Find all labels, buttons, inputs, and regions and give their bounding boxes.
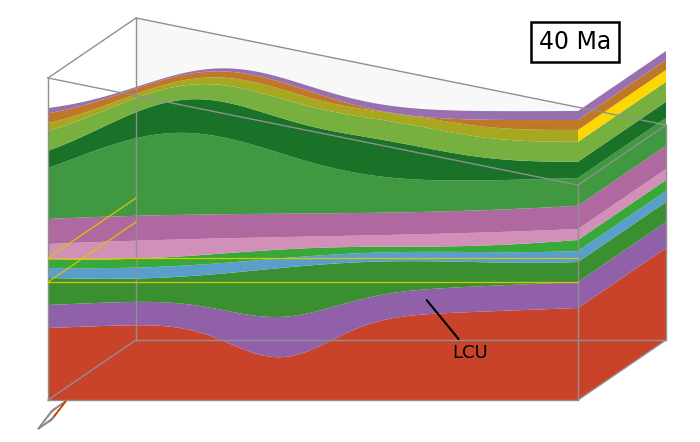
Polygon shape — [578, 51, 666, 120]
Polygon shape — [578, 60, 666, 130]
Polygon shape — [50, 401, 66, 421]
Polygon shape — [48, 251, 578, 279]
Polygon shape — [48, 206, 578, 244]
Polygon shape — [48, 77, 578, 142]
Polygon shape — [48, 282, 578, 357]
Polygon shape — [578, 222, 666, 308]
Polygon shape — [48, 340, 666, 400]
Polygon shape — [48, 229, 578, 260]
Polygon shape — [48, 133, 578, 219]
Polygon shape — [578, 248, 666, 400]
Polygon shape — [578, 180, 666, 251]
Polygon shape — [48, 308, 578, 400]
Polygon shape — [578, 169, 666, 240]
Polygon shape — [48, 261, 578, 317]
Polygon shape — [578, 202, 666, 282]
Polygon shape — [578, 191, 666, 262]
Polygon shape — [48, 99, 578, 180]
Polygon shape — [48, 69, 578, 120]
Polygon shape — [48, 240, 578, 268]
Text: LCU: LCU — [427, 300, 488, 362]
Polygon shape — [578, 102, 666, 178]
Polygon shape — [38, 417, 54, 429]
Polygon shape — [578, 146, 666, 229]
Polygon shape — [578, 82, 666, 162]
Text: 40 Ma: 40 Ma — [539, 30, 611, 54]
Polygon shape — [50, 401, 66, 413]
Polygon shape — [38, 409, 54, 429]
Polygon shape — [136, 18, 666, 340]
Polygon shape — [578, 118, 666, 206]
Polygon shape — [578, 70, 666, 142]
Polygon shape — [48, 71, 578, 130]
Polygon shape — [48, 84, 578, 162]
